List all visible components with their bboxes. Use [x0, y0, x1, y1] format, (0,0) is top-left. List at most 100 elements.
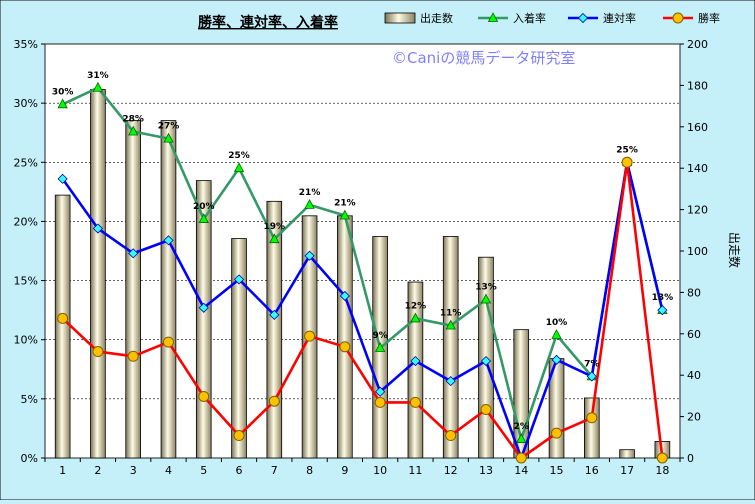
point-diamond — [586, 371, 597, 382]
y-right-tick-label: 60 — [687, 328, 701, 341]
bar — [160, 120, 177, 459]
point-triangle — [410, 312, 421, 323]
y-right-tick-label: 40 — [687, 369, 701, 382]
data-label: 27% — [158, 122, 180, 132]
point-triangle — [516, 433, 527, 443]
point-triangle — [339, 209, 351, 220]
point-triangle — [445, 319, 456, 330]
point-triangle — [128, 125, 139, 136]
line-circle — [61, 160, 664, 460]
x-tick-label: 2 — [94, 464, 101, 477]
point-circle — [409, 396, 421, 408]
y-left-tick-label: 5% — [21, 393, 38, 406]
y-right-tick-label: 80 — [687, 286, 701, 299]
data-label: 2% — [514, 422, 529, 432]
point-circle — [57, 312, 69, 324]
point-circle — [233, 430, 245, 442]
legend-label: 出走数 — [420, 11, 453, 25]
y-left-tick-label: 20% — [14, 215, 38, 228]
point-circle — [551, 427, 563, 439]
bar — [90, 89, 106, 459]
data-label: 10% — [546, 318, 568, 328]
point-triangle — [269, 233, 280, 244]
data-label: 12% — [405, 301, 427, 311]
point-circle — [92, 346, 104, 358]
data-label: 25% — [616, 145, 638, 155]
x-tick-label: 17 — [620, 464, 634, 477]
data-label: 13% — [652, 293, 674, 303]
y-right-axis-label: 出走数 — [727, 232, 742, 268]
bar — [125, 120, 142, 459]
y-right-tick-label: 140 — [687, 162, 708, 175]
point-triangle — [198, 213, 209, 223]
axes: 0% 5% 10% 15% 20% 25% 30% 35% 0 20 40 60 80 100 120 140… — [14, 38, 708, 477]
line-series: 30% 31% 28% 27% 20% 25% 19% 21% 21% 9% 12% 11% 13% 2%… — [52, 71, 674, 464]
y-right-tick-label: 0 — [687, 452, 694, 465]
data-label: 13% — [475, 282, 497, 292]
data-label: 21% — [299, 188, 321, 198]
bar — [337, 215, 353, 459]
legend: 出走数 入着率 連対率 勝率 — [384, 11, 720, 25]
point-diamond — [57, 173, 68, 184]
point-diamond — [269, 309, 280, 320]
point-diamond — [445, 376, 456, 387]
point-diamond — [198, 302, 209, 313]
y-right-tick-label: 20 — [687, 411, 701, 424]
data-label: 21% — [334, 199, 356, 209]
x-tick-label: 9 — [341, 464, 348, 477]
y-right-tick-label: 120 — [687, 204, 708, 217]
bar — [407, 281, 424, 459]
legend-marker-circle — [672, 12, 684, 24]
y-left-tick-label: 10% — [14, 334, 38, 347]
legend-label: 入着率 — [513, 11, 546, 25]
legend-marker-diamond — [577, 12, 589, 24]
point-diamond — [551, 354, 562, 365]
x-tick-label: 16 — [585, 464, 599, 477]
y-left-tick-label: 25% — [14, 156, 38, 169]
y-left-tick-label: 0% — [21, 452, 38, 465]
watermark: ©Caniの競馬データ研究室 — [392, 49, 575, 67]
legend-marker-triangle — [487, 12, 499, 22]
x-tick-label: 15 — [550, 464, 564, 477]
data-label: 9% — [372, 331, 387, 341]
y-right-tick-label: 100 — [687, 245, 708, 258]
y-right-tick-label: 160 — [687, 121, 708, 134]
legend-label: 勝率 — [698, 11, 720, 25]
legend-swatch-bar — [384, 12, 416, 24]
bar — [583, 397, 600, 459]
point-diamond — [657, 305, 668, 316]
x-tick-label: 7 — [271, 464, 278, 477]
point-diamond — [128, 248, 139, 259]
x-tick-label: 12 — [444, 464, 458, 477]
point-diamond — [304, 250, 315, 261]
x-tick-label: 3 — [130, 464, 137, 477]
x-tick-label: 4 — [165, 464, 172, 477]
bar — [619, 449, 635, 459]
data-label: 19% — [264, 222, 286, 232]
point-circle — [480, 404, 492, 416]
y-right-tick-label: 180 — [687, 79, 708, 92]
y-left-tick-label: 15% — [14, 275, 38, 288]
point-triangle — [304, 199, 315, 209]
point-circle — [374, 396, 386, 408]
y-left-tick-label: 35% — [14, 38, 38, 51]
point-triangle — [57, 98, 68, 109]
y-right-tick-label: 200 — [687, 38, 708, 51]
x-tick-label: 1 — [59, 464, 66, 477]
bar — [231, 238, 247, 459]
point-circle — [198, 390, 210, 402]
data-label: 20% — [193, 202, 215, 212]
x-tick-label: 13 — [479, 464, 493, 477]
point-triangle — [163, 132, 174, 143]
point-circle — [515, 452, 527, 464]
point-triangle — [233, 162, 245, 173]
point-diamond — [233, 274, 245, 285]
data-label: 31% — [87, 71, 109, 81]
plot-area — [44, 43, 681, 459]
point-triangle — [551, 329, 562, 339]
x-tick-label: 11 — [408, 464, 422, 477]
data-label: 7% — [584, 359, 599, 369]
point-diamond — [410, 355, 421, 367]
